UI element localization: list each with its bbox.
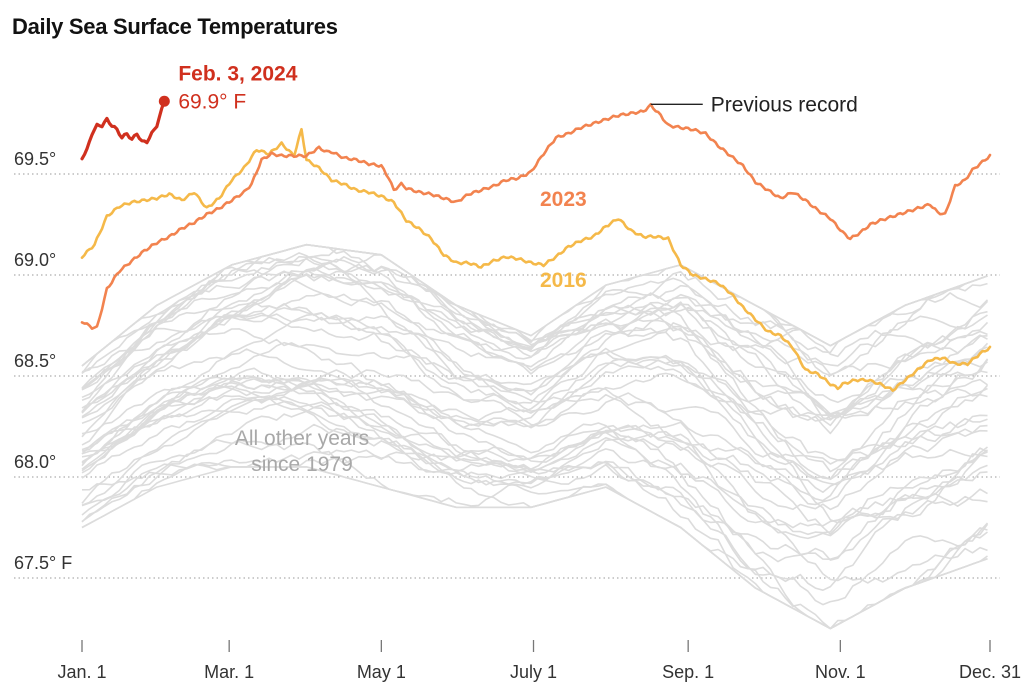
other-years-label-line2: since 1979 (251, 453, 353, 476)
x-tick-label: Jan. 1 (57, 662, 106, 682)
other-year-line (81, 315, 988, 536)
series-line-2024 (80, 100, 166, 161)
latest-value-label: 69.9° F (178, 90, 246, 113)
other-year-line (81, 378, 988, 630)
y-tick-label: 69.5° (14, 149, 56, 169)
other-year-line (81, 433, 988, 536)
other-year-line (81, 274, 988, 461)
other-years-lines (81, 243, 989, 630)
y-tick-label: 67.5° F (14, 553, 72, 573)
x-tick-label: Dec. 31 (959, 662, 1021, 682)
x-tick-label: May 1 (357, 662, 406, 682)
y-tick-label: 69.0° (14, 250, 56, 270)
other-year-line (81, 292, 988, 415)
other-year-line (81, 375, 988, 529)
latest-point-marker (158, 95, 170, 107)
other-year-line (81, 348, 988, 429)
y-axis-labels: 69.5° 69.0° 68.5° 68.0° 67.5° F (14, 149, 72, 573)
series-line-2016 (80, 127, 992, 393)
other-year-line (81, 256, 989, 418)
other-year-line (81, 277, 989, 494)
other-year-line (81, 358, 988, 486)
highlight-series (80, 100, 992, 393)
previous-record-label: Previous record (711, 93, 858, 116)
x-tick-label: Nov. 1 (815, 662, 866, 682)
other-year-line (81, 372, 988, 481)
other-year-line (81, 394, 988, 511)
other-year-line (81, 254, 988, 421)
other-year-line (81, 423, 988, 584)
other-year-line (81, 376, 988, 561)
series-label-2016: 2016 (540, 269, 587, 292)
y-tick-label: 68.0° (14, 452, 56, 472)
other-years-label-line1: All other years (235, 427, 369, 450)
x-tick-label: Mar. 1 (204, 662, 254, 682)
other-year-line (81, 243, 988, 375)
other-year-line (81, 263, 989, 480)
other-year-line (81, 395, 988, 563)
other-year-line (81, 403, 989, 630)
y-tick-label: 68.5° (14, 351, 56, 371)
other-year-line (81, 264, 988, 389)
other-year-line (81, 341, 988, 524)
latest-date-label: Feb. 3, 2024 (178, 62, 297, 85)
other-year-line (81, 328, 988, 502)
x-axis: Jan. 1 Mar. 1 May 1 July 1 Sep. 1 Nov. 1 Dec. … (57, 640, 1021, 682)
x-tick-label: July 1 (510, 662, 557, 682)
series-line-2023 (80, 102, 992, 331)
series-label-2023: 2023 (540, 188, 587, 211)
annotations: Previous record Feb. 3, 2024 69.9° F 202… (158, 62, 858, 476)
other-year-line (81, 385, 988, 506)
chart-title: Daily Sea Surface Temperatures (12, 14, 338, 39)
other-year-line (81, 462, 988, 606)
other-year-line (81, 318, 988, 435)
x-tick-label: Sep. 1 (662, 662, 714, 682)
other-year-line (81, 306, 988, 392)
